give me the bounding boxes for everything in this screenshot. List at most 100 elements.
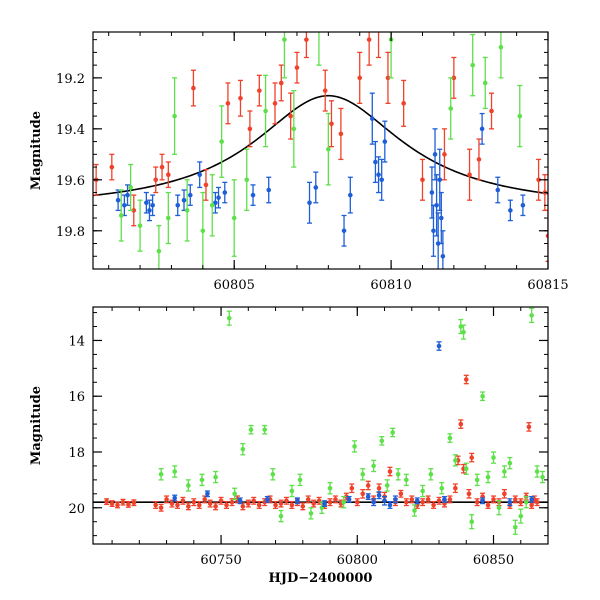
x-tick-label: 60810 [370,278,411,293]
model-curve [93,94,548,197]
data-point [461,324,467,340]
data-marker [431,502,436,508]
data-point [165,161,171,189]
data-point [244,148,250,212]
data-point [372,140,378,184]
data-point [387,500,393,509]
y-tick-label: 20 [68,502,85,517]
data-marker [322,88,328,93]
data-point [496,500,502,516]
data-point [371,498,377,507]
data-point [420,498,426,507]
data-point [150,194,156,217]
data-point [403,498,409,507]
data-point [251,496,257,505]
data-marker [147,208,152,213]
data-point [172,494,178,502]
data-marker [245,501,251,506]
data-marker [237,498,243,504]
data-point [307,181,313,224]
data-point [507,456,513,470]
data-point [447,433,453,443]
data-marker [122,202,127,208]
data-point [303,32,309,59]
data-point [441,495,447,503]
data-point [131,499,137,507]
data-marker [282,37,287,42]
data-marker [158,471,164,477]
data-marker [439,485,445,491]
data-marker [507,499,513,505]
data-point [366,32,372,66]
data-point [240,442,246,456]
data-point [262,424,268,435]
data-marker [172,113,177,119]
y-axis-title: Magnitude [29,111,44,190]
data-point [479,112,485,145]
data-point [174,500,180,509]
data-point [360,488,366,499]
data-point [219,105,225,178]
data-marker [251,498,257,504]
data-point [534,465,540,478]
data-marker [169,501,175,506]
data-point [385,51,391,105]
data-marker [191,85,196,91]
data-marker [311,501,316,506]
data-marker [164,497,169,502]
data-point [248,424,254,435]
data-marker [518,499,524,505]
data-point [316,32,322,66]
data-point [395,468,401,481]
data-marker [295,498,300,504]
plot-frame [92,306,549,545]
data-marker [390,430,396,435]
data-marker [203,182,209,188]
data-marker [431,228,436,234]
data-point [197,161,203,189]
data-marker [213,474,218,480]
data-marker [436,498,442,504]
data-point [365,493,371,501]
data-point [414,497,420,505]
data-point [327,498,333,507]
data-marker [495,187,501,193]
data-marker [435,241,441,246]
data-marker [395,471,401,477]
data-point [501,465,507,478]
data-marker [470,62,475,68]
data-marker [498,44,504,50]
data-point [216,186,222,209]
data-point [376,156,382,194]
data-point [125,500,131,508]
data-point [181,189,187,212]
data-marker [131,500,137,506]
data-point [441,128,447,181]
data-marker [485,502,491,508]
data-marker [288,113,293,119]
data-marker [263,108,268,114]
data-marker [304,37,309,42]
data-point [305,495,311,504]
data-marker [240,504,246,509]
data-marker [540,474,545,480]
data-marker [128,185,133,190]
data-point [376,483,382,494]
data-point [143,191,149,214]
y-tick-label: 14 [68,334,85,349]
data-marker [238,95,243,101]
data-point [213,470,219,484]
data-marker [224,502,229,508]
data-marker [341,228,347,234]
data-marker [326,146,331,152]
data-marker [401,101,406,106]
data-marker [348,192,353,198]
data-point [411,504,417,517]
data-point [480,391,486,402]
data-point [316,496,322,505]
data-marker [166,172,171,178]
data-point [289,500,295,509]
data-marker [436,343,442,349]
data-point [184,179,190,242]
data-point [476,138,482,181]
